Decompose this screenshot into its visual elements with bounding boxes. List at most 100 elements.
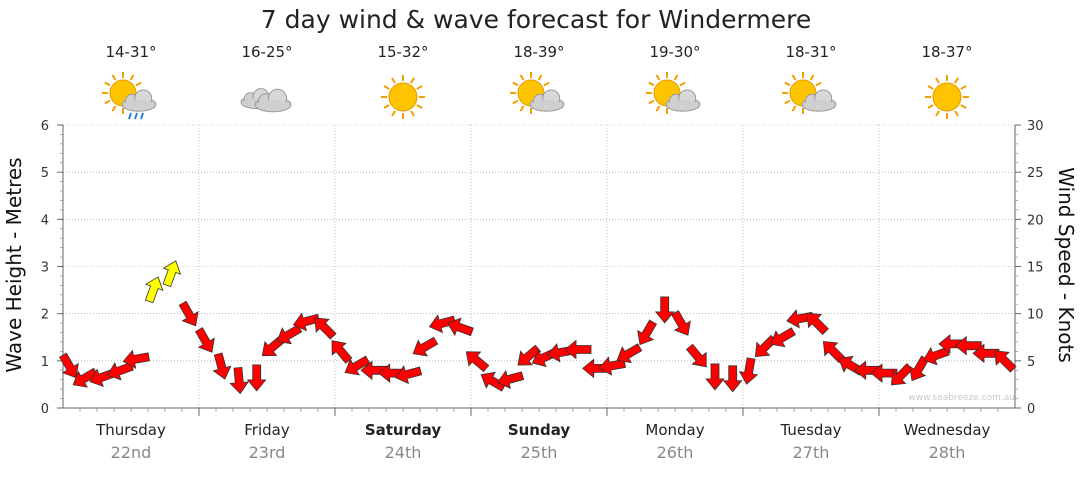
- sun-ray: [815, 81, 822, 87]
- sun-icon: [925, 75, 969, 119]
- sun-ray: [960, 85, 967, 90]
- sun-ray: [655, 74, 661, 81]
- sun-ray: [111, 74, 117, 81]
- left-tick-label: 2: [41, 308, 49, 323]
- wind-arrow: [178, 300, 199, 327]
- wind-arrow: [58, 352, 79, 379]
- wind-arrow: [994, 350, 1017, 373]
- wind-arrow: [670, 310, 691, 336]
- sun-ray: [537, 74, 543, 81]
- date-label: 23rd: [249, 443, 286, 462]
- right-axis-label: Wind Speed - Knots: [1054, 167, 1078, 363]
- sun-ray: [954, 77, 959, 84]
- wind-arrow: [564, 339, 592, 360]
- date-label: 27th: [793, 443, 830, 462]
- left-tick-label: 6: [41, 119, 49, 134]
- grid-group: 0 1 2 3 4 5 6 0 5 10 15 20 25 30 Thursday 22nd 14-31° Fri…: [41, 43, 1044, 462]
- sun-cloud-icon: [510, 72, 565, 114]
- wind-arrow: [276, 324, 303, 345]
- cloud-shape: [529, 89, 565, 112]
- sun-ray: [519, 105, 525, 112]
- wind-arrow: [344, 355, 371, 376]
- right-tick-label: 25: [1027, 166, 1044, 181]
- sun-icon: [381, 75, 425, 119]
- sun-ray: [512, 99, 519, 105]
- wind-arrow: [770, 327, 796, 348]
- sun-ray: [383, 85, 390, 90]
- wind-arrow: [314, 317, 337, 340]
- left-tick-label: 4: [41, 213, 49, 228]
- rain-drop: [134, 112, 138, 120]
- left-tick-label: 5: [41, 166, 49, 181]
- day-label: Wednesday: [904, 421, 991, 439]
- cloud-fill: [803, 100, 835, 111]
- sun-disc: [388, 82, 418, 112]
- sun-ray: [954, 110, 959, 117]
- wind-arrow: [705, 363, 725, 391]
- wind-arrow: [806, 312, 829, 335]
- wind-arrow: [122, 349, 150, 370]
- sun-ray: [104, 99, 111, 105]
- sun-ray: [410, 110, 415, 117]
- left-axis-label: Wave Height - Metres: [2, 157, 26, 372]
- sun-ray: [543, 81, 550, 87]
- cloud-shape: [254, 88, 292, 113]
- wind-arrow: [465, 351, 490, 373]
- day-label: Monday: [645, 421, 704, 439]
- cloud-shape: [665, 89, 701, 112]
- sun-ray: [383, 104, 390, 109]
- sun-ray: [104, 81, 111, 87]
- wind-arrow: [194, 327, 215, 353]
- cloud-icon: [240, 88, 292, 113]
- wind-arrow: [229, 366, 250, 395]
- sun-cloud-icon: [646, 72, 701, 114]
- cloud-fill: [123, 100, 155, 111]
- date-label: 22nd: [111, 443, 152, 462]
- wind-arrow: [637, 319, 658, 346]
- sun-ray: [809, 74, 815, 81]
- wind-arrow: [685, 343, 707, 368]
- sun-rays: [925, 75, 969, 119]
- wind-arrow: [598, 356, 626, 376]
- temperature-label: 14-31°: [105, 43, 156, 61]
- sun-ray: [410, 77, 415, 84]
- temperature-label: 18-39°: [513, 43, 564, 61]
- day-label: Saturday: [365, 421, 442, 439]
- left-tick-label: 3: [41, 261, 49, 276]
- sun-ray: [935, 110, 940, 117]
- sun-ray: [648, 99, 655, 105]
- right-tick-label: 5: [1027, 355, 1035, 370]
- sun-ray: [135, 81, 142, 87]
- sun-ray: [927, 104, 934, 109]
- wind-arrow: [954, 335, 982, 356]
- sun-ray: [391, 77, 396, 84]
- temperature-label: 15-32°: [377, 43, 428, 61]
- sun-ray: [655, 105, 661, 112]
- cloud-shape: [121, 89, 157, 112]
- temperature-label: 19-30°: [649, 43, 700, 61]
- sun-ray: [927, 85, 934, 90]
- sun-ray: [784, 81, 791, 87]
- sun-ray: [416, 104, 423, 109]
- wind-arrow: [616, 343, 643, 364]
- right-tick-label: 15: [1027, 261, 1044, 276]
- sun-disc: [932, 82, 962, 112]
- wind-arrow: [517, 344, 542, 366]
- right-tick-label: 10: [1027, 308, 1044, 323]
- cloud-fill: [531, 100, 563, 111]
- sun-cloud-rain-icon: [102, 72, 157, 120]
- cloud-shape: [801, 89, 837, 112]
- sun-ray: [648, 81, 655, 87]
- sun-ray: [391, 110, 396, 117]
- sun-ray: [679, 81, 686, 87]
- temperature-label: 18-37°: [921, 43, 972, 61]
- rain-drop: [128, 112, 132, 120]
- day-label: Friday: [244, 421, 290, 439]
- wind-arrow: [246, 364, 267, 392]
- left-tick-label: 0: [41, 402, 49, 417]
- wind-arrow: [394, 365, 423, 385]
- left-tick-label: 1: [41, 355, 49, 370]
- rain-drop: [140, 112, 144, 120]
- sun-ray: [791, 105, 797, 112]
